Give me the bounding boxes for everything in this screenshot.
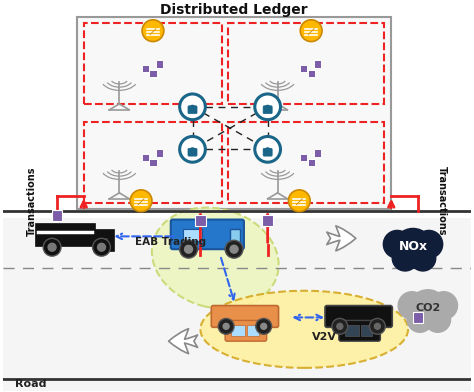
FancyBboxPatch shape <box>35 223 95 246</box>
Circle shape <box>337 323 343 329</box>
Circle shape <box>332 318 348 334</box>
Bar <box>228 23 384 104</box>
FancyBboxPatch shape <box>314 149 321 157</box>
FancyBboxPatch shape <box>211 306 279 327</box>
Text: NOx: NOx <box>399 240 428 253</box>
Bar <box>228 122 384 203</box>
FancyBboxPatch shape <box>155 60 163 67</box>
Circle shape <box>408 290 447 329</box>
Circle shape <box>430 292 457 319</box>
Circle shape <box>383 230 411 258</box>
Circle shape <box>261 323 267 329</box>
Text: V2V: V2V <box>311 332 337 342</box>
Circle shape <box>180 94 205 120</box>
Circle shape <box>218 318 234 334</box>
Bar <box>3 218 471 390</box>
FancyBboxPatch shape <box>195 215 206 226</box>
FancyBboxPatch shape <box>300 65 307 72</box>
FancyBboxPatch shape <box>308 70 315 77</box>
Text: Distributed Ledger: Distributed Ledger <box>160 3 308 17</box>
Circle shape <box>43 238 61 256</box>
Circle shape <box>180 136 205 162</box>
Circle shape <box>223 323 229 329</box>
Bar <box>84 122 222 203</box>
FancyBboxPatch shape <box>308 159 315 166</box>
FancyBboxPatch shape <box>155 149 163 157</box>
Text: Transactions: Transactions <box>437 166 447 236</box>
Text: EAB Trading: EAB Trading <box>135 237 206 247</box>
FancyBboxPatch shape <box>300 154 307 161</box>
Circle shape <box>425 307 451 332</box>
FancyBboxPatch shape <box>263 106 272 114</box>
Circle shape <box>415 230 443 258</box>
FancyBboxPatch shape <box>263 148 272 156</box>
Ellipse shape <box>152 207 279 309</box>
Circle shape <box>142 20 164 42</box>
FancyBboxPatch shape <box>325 306 392 327</box>
Ellipse shape <box>201 291 408 368</box>
Bar <box>84 23 222 104</box>
Circle shape <box>301 20 322 42</box>
FancyBboxPatch shape <box>98 238 108 247</box>
FancyBboxPatch shape <box>230 229 240 243</box>
FancyBboxPatch shape <box>188 148 197 156</box>
Circle shape <box>256 318 272 334</box>
Circle shape <box>288 190 310 212</box>
Text: Transactions: Transactions <box>27 166 37 236</box>
FancyBboxPatch shape <box>345 325 359 336</box>
Circle shape <box>230 245 238 253</box>
FancyBboxPatch shape <box>247 325 259 336</box>
Circle shape <box>255 136 281 162</box>
FancyBboxPatch shape <box>142 65 149 72</box>
FancyBboxPatch shape <box>339 320 380 341</box>
Circle shape <box>370 318 385 334</box>
FancyBboxPatch shape <box>142 154 149 161</box>
FancyBboxPatch shape <box>188 106 197 114</box>
Text: Road: Road <box>15 379 46 388</box>
Circle shape <box>392 245 418 271</box>
FancyBboxPatch shape <box>314 60 321 67</box>
Circle shape <box>225 240 243 258</box>
Circle shape <box>255 94 281 120</box>
Circle shape <box>410 245 436 271</box>
FancyBboxPatch shape <box>225 320 267 341</box>
Circle shape <box>398 292 426 319</box>
Circle shape <box>92 238 110 256</box>
FancyBboxPatch shape <box>361 325 373 336</box>
Circle shape <box>130 190 152 212</box>
FancyBboxPatch shape <box>77 17 391 209</box>
Circle shape <box>180 240 198 258</box>
FancyBboxPatch shape <box>149 159 156 166</box>
Circle shape <box>374 323 380 329</box>
Circle shape <box>184 245 192 253</box>
FancyBboxPatch shape <box>149 70 156 77</box>
FancyBboxPatch shape <box>171 220 244 249</box>
Text: CO2: CO2 <box>415 303 440 312</box>
FancyBboxPatch shape <box>231 325 245 336</box>
FancyBboxPatch shape <box>412 312 423 323</box>
FancyBboxPatch shape <box>182 229 202 241</box>
FancyBboxPatch shape <box>52 210 63 221</box>
Circle shape <box>48 243 56 251</box>
Circle shape <box>393 229 433 268</box>
FancyBboxPatch shape <box>92 229 114 251</box>
Circle shape <box>98 243 106 251</box>
FancyBboxPatch shape <box>262 215 273 226</box>
Circle shape <box>407 307 433 332</box>
